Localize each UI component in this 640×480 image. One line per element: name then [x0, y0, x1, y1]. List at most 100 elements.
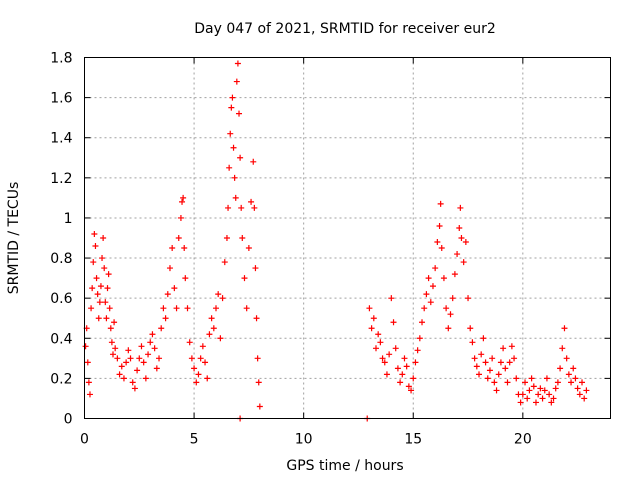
data-point: [85, 379, 92, 386]
data-point: [381, 359, 388, 366]
plot-frame: [84, 57, 611, 419]
data-point: [543, 375, 550, 382]
x-tick-label: 0: [80, 432, 89, 448]
data-point: [147, 339, 154, 346]
data-point: [434, 239, 441, 246]
data-point: [241, 275, 248, 282]
data-point: [412, 359, 419, 366]
data-point: [419, 319, 426, 326]
data-point: [93, 275, 100, 282]
data-point: [471, 355, 478, 362]
data-point: [460, 259, 467, 266]
data-point: [237, 154, 244, 161]
data-point: [480, 335, 487, 342]
data-point: [179, 198, 186, 205]
data-point: [182, 275, 189, 282]
data-point: [517, 399, 524, 406]
data-point: [180, 194, 187, 201]
data-point: [421, 305, 428, 312]
data-point: [215, 291, 222, 298]
data-point: [193, 379, 200, 386]
data-point: [467, 325, 474, 332]
data-point: [164, 291, 171, 298]
data-point: [184, 305, 191, 312]
data-point: [449, 295, 456, 302]
data-point: [94, 291, 101, 298]
data-point: [116, 371, 123, 378]
data-point: [379, 355, 386, 362]
data-point: [90, 259, 97, 266]
data-point: [234, 60, 241, 67]
y-tick-label: 1.4: [50, 131, 72, 147]
data-point: [511, 355, 518, 362]
data-point: [581, 395, 588, 402]
data-point: [84, 359, 91, 366]
data-point: [522, 379, 529, 386]
data-point: [568, 379, 575, 386]
data-point: [195, 371, 202, 378]
y-tick-label: 0.4: [50, 331, 72, 347]
data-point: [166, 265, 173, 272]
data-point: [408, 387, 415, 394]
y-axis-label: SRMTID / TECUs: [6, 182, 22, 295]
data-point: [253, 315, 260, 322]
data-point: [142, 375, 149, 382]
data-point: [202, 359, 209, 366]
data-point: [539, 395, 546, 402]
data-point: [377, 339, 384, 346]
data-point: [227, 130, 234, 137]
data-point: [445, 325, 452, 332]
data-point: [252, 265, 259, 272]
data-point: [563, 355, 570, 362]
data-point: [118, 363, 125, 370]
data-point: [254, 355, 261, 362]
data-point: [236, 110, 243, 117]
x-axis-label: GPS time / hours: [286, 458, 403, 474]
data-point: [436, 222, 443, 229]
data-point: [151, 345, 158, 352]
data-point: [414, 347, 421, 354]
data-point: [416, 335, 423, 342]
data-point: [96, 299, 103, 306]
data-point: [476, 371, 482, 378]
data-point: [225, 204, 232, 211]
data-point: [491, 379, 498, 386]
data-point: [465, 295, 472, 302]
data-point: [245, 245, 252, 252]
data-point: [223, 235, 230, 241]
data-point: [111, 319, 118, 326]
y-tick-label: 1.2: [50, 171, 72, 187]
data-point: [513, 375, 520, 382]
data-point: [123, 359, 130, 366]
data-point: [136, 355, 143, 362]
data-point: [524, 395, 531, 402]
data-point: [89, 285, 96, 292]
data-point: [219, 295, 226, 302]
data-point: [484, 375, 491, 382]
data-point: [221, 259, 228, 266]
data-point: [169, 245, 176, 252]
data-point: [410, 375, 417, 382]
data-point: [572, 375, 579, 382]
data-point: [451, 271, 458, 278]
data-point: [425, 275, 432, 282]
data-point: [160, 305, 167, 312]
chart-title: Day 047 of 2021, SRMTID for receiver eur…: [194, 21, 496, 37]
data-point: [248, 198, 255, 205]
data-point: [129, 379, 136, 386]
data-point: [102, 299, 109, 306]
data-point: [175, 235, 182, 241]
data-point: [140, 359, 147, 366]
data-point: [86, 391, 93, 398]
data-point: [162, 315, 169, 322]
data-point: [397, 379, 404, 386]
data-point: [469, 339, 476, 346]
data-point: [454, 251, 461, 258]
data-point: [443, 305, 450, 312]
data-point: [458, 235, 465, 241]
data-point: [473, 363, 480, 370]
data-point: [208, 315, 215, 322]
data-point: [243, 305, 250, 312]
data-point: [399, 371, 406, 378]
